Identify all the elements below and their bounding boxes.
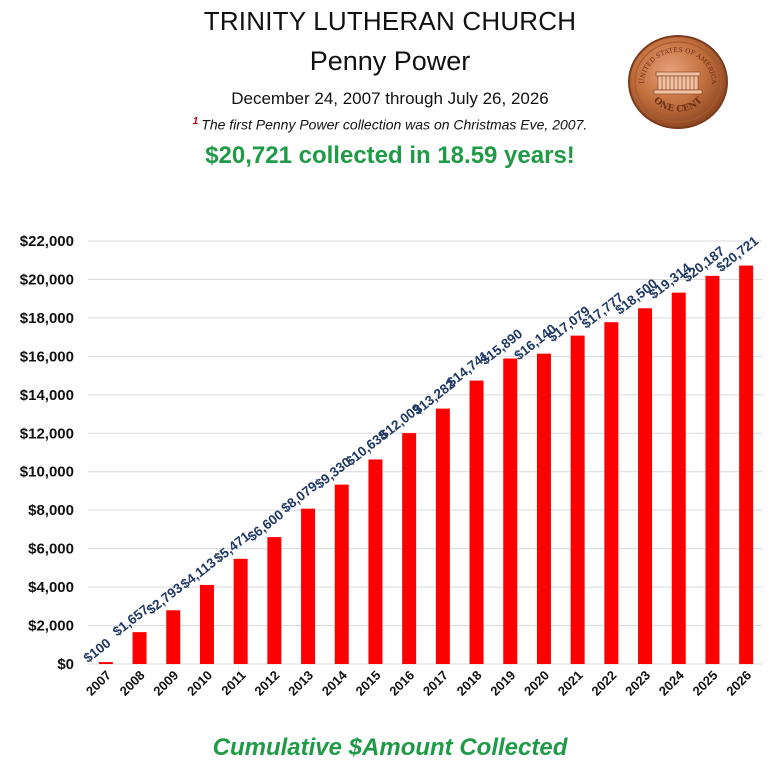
y-tick-label: $14,000 <box>20 387 74 404</box>
x-tick-label: 2017 <box>420 668 451 699</box>
x-tick-label: 2012 <box>251 668 282 699</box>
bar <box>402 433 417 664</box>
bar <box>638 308 653 664</box>
bar <box>705 275 720 664</box>
headline-total: $20,721 collected in 18.59 years! <box>205 142 575 169</box>
bars <box>98 265 754 664</box>
y-tick-label: $20,000 <box>20 271 74 288</box>
y-tick-label: $2,000 <box>28 618 74 635</box>
x-tick-label: 2019 <box>487 668 518 699</box>
x-tick-label: 2024 <box>656 667 688 699</box>
bar <box>267 537 282 664</box>
y-tick-label: $8,000 <box>28 502 74 519</box>
bar <box>301 508 316 664</box>
footnote-marker: 1 <box>192 116 199 127</box>
bar <box>132 632 147 664</box>
chart-subtitle: Penny Power <box>309 46 471 76</box>
bar <box>469 380 484 664</box>
bar <box>233 558 248 664</box>
y-tick-label: $0 <box>57 656 74 673</box>
data-label: $100 <box>81 635 114 665</box>
bar <box>570 335 585 664</box>
y-tick-label: $18,000 <box>20 310 74 327</box>
y-tick-label: $16,000 <box>20 348 74 365</box>
y-tick-label: $12,000 <box>20 425 74 442</box>
bar <box>166 610 181 664</box>
data-labels: $100$1,657$2,793$4,113$5,471$6,600$8,079… <box>81 233 762 666</box>
y-tick-label: $4,000 <box>28 579 74 596</box>
bar <box>199 584 214 664</box>
x-tick-label: 2021 <box>555 668 586 699</box>
x-tick-label: 2018 <box>454 668 485 699</box>
y-tick-label: $6,000 <box>28 541 74 558</box>
x-tick-label: 2013 <box>285 668 316 699</box>
footnote-text: The first Penny Power collection was on … <box>201 116 588 133</box>
x-tick-label: 2008 <box>117 668 148 699</box>
x-axis-labels: 2007 2008 2009 2010 2011 2012 2013 2014 2015 2016… <box>83 667 754 699</box>
x-tick-label: 2011 <box>218 668 249 699</box>
chart-caption: Cumulative $Amount Collected <box>212 734 568 761</box>
x-tick-label: 2026 <box>723 668 754 699</box>
bar <box>503 358 518 664</box>
y-axis-labels: $0 $2,000 $4,000 $6,000 $8,000 $10,000 $12,000… <box>20 233 74 673</box>
x-tick-label: 2007 <box>83 668 114 699</box>
bar <box>334 484 349 664</box>
x-tick-label: 2025 <box>690 668 721 699</box>
x-tick-label: 2016 <box>386 668 417 699</box>
chart-title: TRINITY LUTHERAN CHURCH <box>203 6 577 36</box>
x-tick-label: 2023 <box>622 668 653 699</box>
bar <box>435 408 450 664</box>
grid-lines <box>88 240 762 665</box>
y-tick-label: $22,000 <box>20 233 74 250</box>
date-range: December 24, 2007 through July 26, 2026 <box>231 89 549 108</box>
bar <box>98 662 113 664</box>
bar <box>671 292 686 664</box>
x-tick-label: 2009 <box>150 668 181 699</box>
lincoln-memorial-icon <box>653 71 703 95</box>
x-tick-label: 2020 <box>521 668 552 699</box>
x-tick-label: 2022 <box>588 668 619 699</box>
x-tick-label: 2014 <box>319 667 351 699</box>
y-tick-label: $10,000 <box>20 464 74 481</box>
x-tick-label: 2010 <box>184 668 215 699</box>
bar <box>604 322 619 664</box>
footnote: 1 The first Penny Power collection was on… <box>0 116 780 133</box>
bar <box>536 353 551 664</box>
penny-coin-image: UNITED STATES OF AMERICA ONE CENT <box>628 35 728 129</box>
bar <box>739 265 754 664</box>
bar <box>368 459 383 664</box>
x-tick-label: 2015 <box>353 668 384 699</box>
